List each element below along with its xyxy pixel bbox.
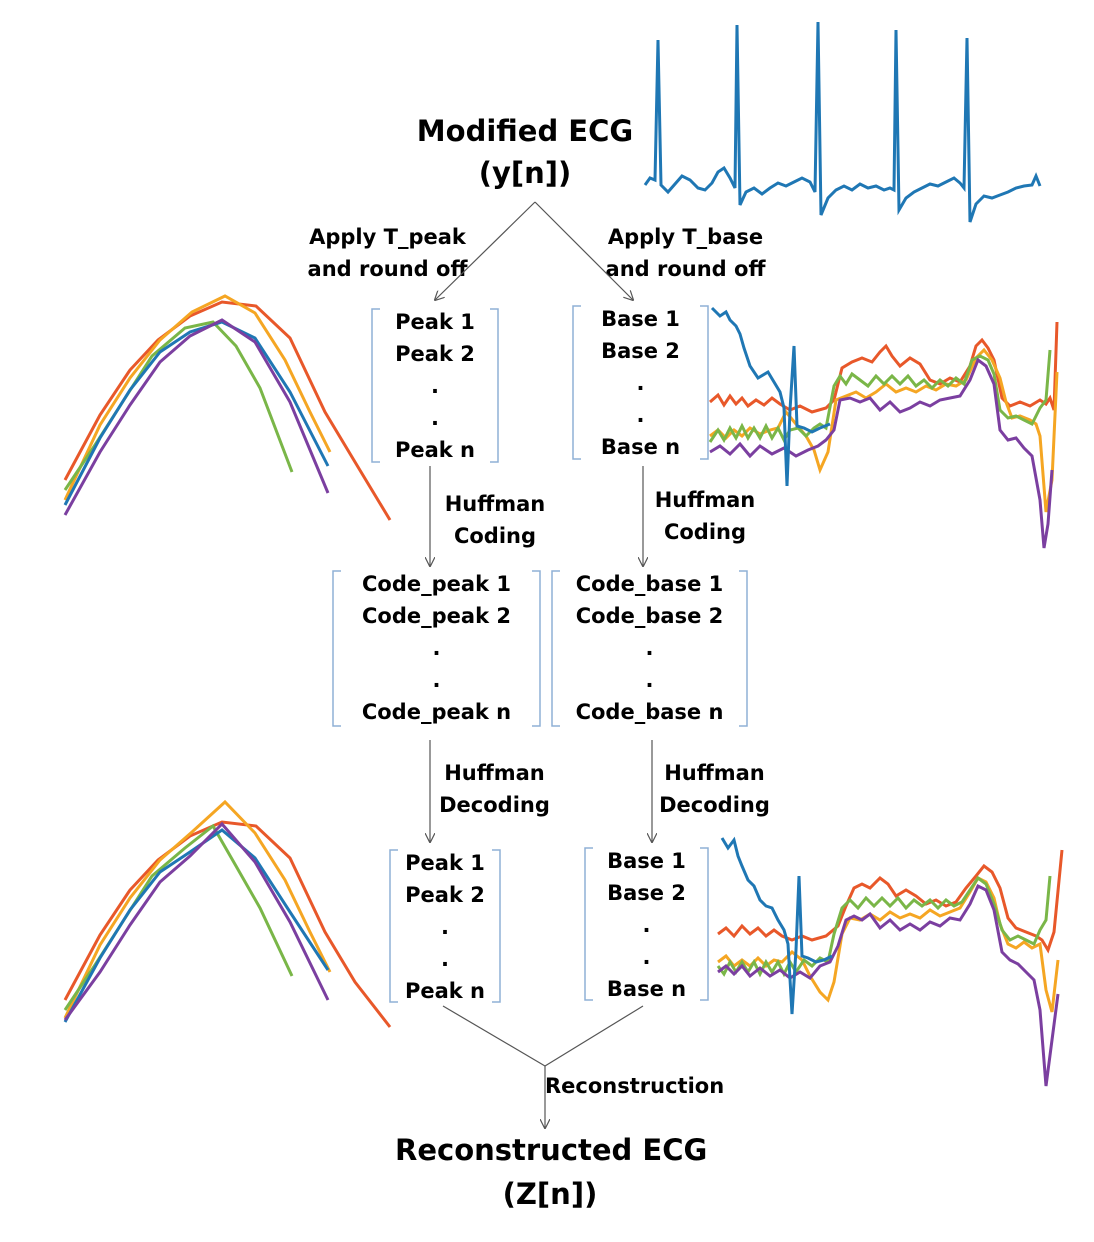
reconstruction-label: Reconstruction [545,1074,725,1098]
apply-tbase-label: Apply T_base and round off [605,225,766,281]
apply-tpeak-label: Apply T_peak and round off [307,225,468,281]
peak-curves-top [63,294,392,521]
peak-box: Peak 1 Peak 2 .. Peak n [394,310,476,462]
base-box: Base 1 Base 2 .. Base n [600,307,681,459]
base-decoded-box: Base 1 Base 2 .. Base n [606,849,687,1001]
code-peak-box: Code_peak 1 Code_peak 2 .. Code_peak n [361,572,512,724]
code-base-box: Code_base 1 Code_base 2 .. Code_base n [575,572,724,724]
huffman-decoding-peak-label: Huffman Decoding [439,761,550,817]
modified-ecg-title: Modified ECG [416,114,634,148]
huffman-coding-base-label: Huffman Coding [654,488,756,544]
modified-ecg-signal: (y[n]) [478,156,572,190]
peak-decoded-box: Peak 1 Peak 2 .. Peak n [404,851,486,1003]
reconstructed-ecg-title: Reconstructed ECG [395,1133,708,1167]
huffman-coding-peak-label: Huffman Coding [444,492,546,548]
reconstructed-ecg-signal: (Z[n]) [502,1177,598,1211]
ecg-waveform [643,21,1042,223]
flow-arrows [430,201,652,1128]
base-curves-top [708,306,1059,549]
huffman-decoding-base-label: Huffman Decoding [659,761,770,817]
peak-curves-bottom [63,799,392,1028]
base-curves-bottom [716,836,1064,1087]
box-brackets [332,305,748,1003]
